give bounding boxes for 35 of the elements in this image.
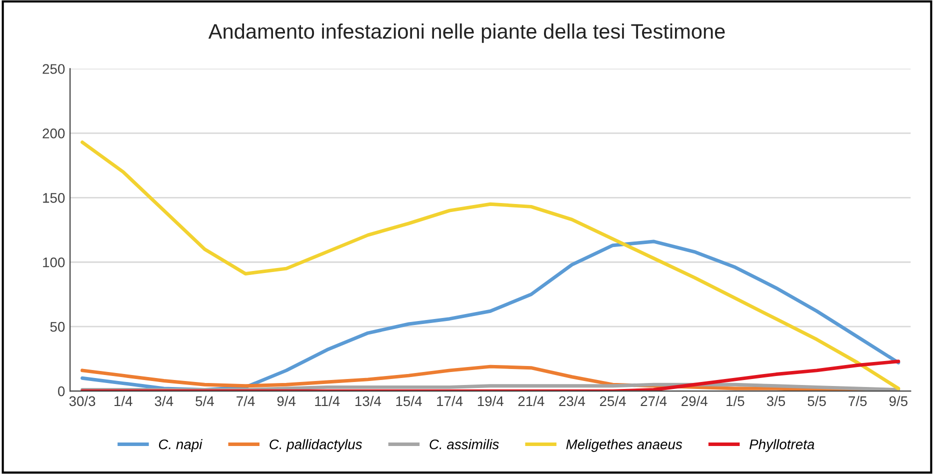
y-tick-label: 150 [43,192,65,203]
y-tick-label: 0 [58,386,65,396]
legend-label: Meligethes anaeus [566,439,682,452]
x-tick-label: 9/5 [889,396,908,406]
line-series [80,140,900,390]
x-tick-label: 27/4 [640,396,667,406]
x-tick-label: 13/4 [355,396,382,406]
x-tick-label: 7/5 [848,396,867,406]
y-tick-label: 200 [42,128,65,138]
y-tick-label: 250 [42,64,65,74]
x-tick-label: 21/4 [518,396,544,406]
y-tick-label: 50 [50,322,65,332]
x-tick-label: 9/4 [277,396,296,406]
x-tick-label: 30/3 [69,396,96,406]
legend-label: Phyllotreta [750,439,814,452]
x-tick-label: 1/5 [726,396,744,406]
chart-title: Andamento infestazioni nelle piante della tesi Testimone [208,23,725,43]
x-tick-label: 23/4 [559,396,586,406]
x-tick-label: 1/4 [114,396,132,406]
x-tick-label: 15/4 [396,396,422,406]
x-tick-label: 7/4 [236,396,255,406]
legend-label: C. pallidactylus [270,439,362,452]
x-tick-label: 19/4 [478,396,504,406]
x-tick-label: 25/4 [600,396,626,406]
x-tick-label: 11/4 [315,396,340,406]
x-tick-label: 3/5 [766,396,786,406]
x-tick-label: 17/4 [437,396,463,406]
line-series [80,360,900,392]
legend-label: C. napi [158,439,203,452]
y-tick-label: 100 [43,257,65,268]
x-tick-label: 29/4 [682,396,708,406]
x-tick-label: 5/4 [196,396,214,406]
x-tick-label: 3/4 [154,396,174,406]
legend-label: C. assimilis [430,439,499,450]
x-tick-label: 5/5 [808,396,826,406]
